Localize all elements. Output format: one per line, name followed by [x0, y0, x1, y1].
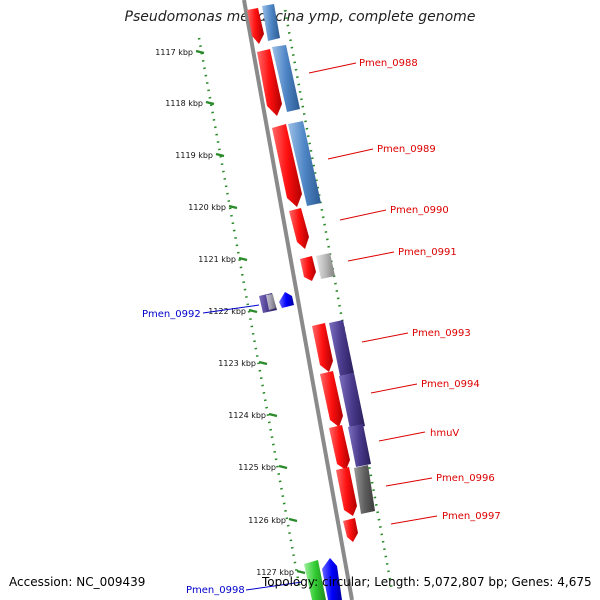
map-title: Pseudomonas mendocina ymp, complete geno… — [124, 9, 476, 25]
tick-label: 1127 kbp — [256, 568, 294, 577]
gene-arrow-pmen-0993[interactable] — [312, 323, 333, 372]
tick-mark — [258, 360, 268, 366]
genome-summary-text: Topology: circular; Length: 5,072,807 bp… — [262, 575, 592, 589]
leader-line — [202, 304, 260, 314]
gene-arrow[interactable] — [354, 465, 375, 514]
tick-mark — [205, 100, 215, 106]
gene-arrow[interactable] — [247, 8, 264, 44]
gene-label[interactable]: Pmen_0988 — [359, 58, 418, 69]
gene-arrow[interactable] — [288, 121, 321, 206]
tick-label: 1122 kbp — [208, 307, 246, 316]
tick-mark — [278, 464, 288, 470]
tick-mark — [268, 412, 278, 418]
leader-line — [347, 251, 395, 262]
gene-arrow[interactable] — [262, 4, 280, 41]
tick-label: 1125 kbp — [238, 463, 276, 472]
gene-arrow-pmen-0989[interactable] — [272, 124, 302, 207]
tick-label: 1124 kbp — [228, 411, 266, 420]
label-leaders — [202, 62, 438, 591]
gene-arrow[interactable] — [348, 424, 371, 467]
gene-arrow[interactable] — [316, 253, 335, 279]
leader-line — [370, 383, 418, 394]
gene-arrow[interactable] — [304, 560, 326, 600]
tick-label: 1121 kbp — [198, 255, 236, 264]
tick-mark — [215, 152, 225, 158]
leader-line — [390, 515, 438, 525]
gene-label[interactable]: Pmen_0990 — [390, 205, 449, 216]
gene-arrow-pmen-0994[interactable] — [320, 371, 343, 427]
genome-backbone — [242, 0, 354, 600]
tick-mark — [296, 569, 306, 575]
leader-line — [339, 209, 387, 221]
gene-arrow[interactable] — [279, 292, 294, 308]
gene-label[interactable]: Pmen_0991 — [398, 247, 457, 258]
gene-arrow[interactable] — [329, 320, 354, 376]
tick-mark — [238, 256, 248, 262]
gene-label[interactable]: Pmen_0992 — [142, 309, 201, 320]
gene-arrow-pmen-0990[interactable] — [289, 208, 309, 249]
gene-label[interactable]: Pmen_0996 — [436, 473, 495, 484]
leader-line — [245, 581, 303, 591]
gene-arrow[interactable] — [272, 45, 300, 112]
tick-mark — [228, 204, 238, 210]
leader-line — [327, 148, 374, 160]
tick-mark — [248, 308, 258, 314]
gene-arrow[interactable] — [266, 294, 276, 310]
tick-label: 1123 kbp — [218, 359, 256, 368]
gene-arrow-pmen-0998[interactable] — [322, 558, 342, 600]
gene-label[interactable]: Pmen_0997 — [442, 511, 501, 522]
tick-label: 1117 kbp — [155, 48, 193, 57]
gene-arrow-pmen-0996[interactable] — [336, 467, 357, 516]
gene-arrow-pmen-0991[interactable] — [300, 256, 316, 281]
accession-text: Accession: NC_009439 — [9, 575, 146, 589]
gene-labels: Pmen_0988 Pmen_0989 Pmen_0990 Pmen_0991 Pmen… — [142, 58, 501, 596]
gene-label[interactable]: Pmen_0989 — [377, 144, 436, 155]
tick-mark — [288, 517, 298, 523]
gene-label[interactable]: hmuV — [430, 428, 459, 439]
leader-line — [385, 477, 433, 487]
gene-arrow-pmen-0988[interactable] — [257, 49, 282, 116]
gene-label[interactable]: Pmen_0998 — [186, 585, 245, 596]
tick-label: 1118 kbp — [165, 99, 203, 108]
leader-line — [361, 332, 409, 343]
outer-guide-right — [283, 9, 394, 591]
gene-label[interactable]: Pmen_0994 — [421, 379, 480, 390]
tick-mark — [195, 49, 205, 55]
gene-arrow-hmuv[interactable] — [329, 425, 350, 470]
scale-ticks: 1117 kbp 1118 kbp 1119 kbp 1120 kbp 1121 kbp… — [155, 48, 306, 577]
gene-arrow-pmen-0997[interactable] — [343, 518, 358, 542]
tick-label: 1120 kbp — [188, 203, 226, 212]
gene-features — [247, 4, 375, 600]
gene-label[interactable]: Pmen_0993 — [412, 328, 471, 339]
tick-label: 1119 kbp — [175, 151, 213, 160]
leader-line — [378, 431, 426, 442]
tick-label: 1126 kbp — [248, 516, 286, 525]
leader-line — [308, 62, 357, 74]
gene-arrow[interactable] — [339, 373, 365, 429]
